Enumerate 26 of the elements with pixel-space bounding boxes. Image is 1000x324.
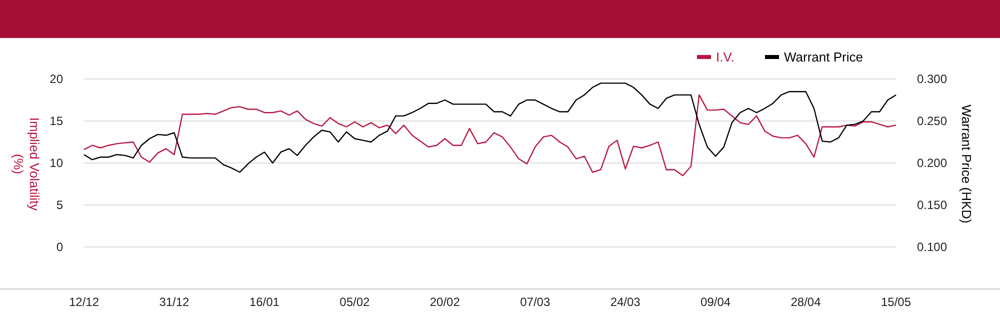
line-series — [83, 82, 897, 173]
legend-label: I.V. — [716, 50, 734, 65]
y2-tick-label: 0.200 — [917, 156, 948, 170]
y2-tick-label: 0.250 — [917, 114, 948, 128]
x-tick-label: 31/12 — [159, 295, 190, 309]
y-tick-label: 15 — [50, 114, 64, 128]
y-axis-title: Implied Volatility (%) — [11, 117, 42, 212]
x-tick-label: 09/04 — [700, 295, 731, 309]
y2-tick-label: 0.100 — [917, 240, 948, 254]
x-tick-label: 28/04 — [790, 295, 822, 309]
x-tick-label: 16/01 — [249, 295, 280, 309]
y-tick-label: 20 — [50, 72, 64, 86]
x-tick-label: 20/02 — [430, 295, 460, 309]
y2-tick-label: 0.150 — [917, 198, 948, 212]
y2-axis-title: Warrant Price (HKD) — [959, 104, 974, 224]
x-tick-label: 24/03 — [610, 295, 641, 309]
x-tick-label: 15/05 — [880, 295, 912, 309]
y-tick-label: 10 — [50, 156, 64, 170]
line-series — [83, 94, 897, 176]
x-tick-label: 05/02 — [340, 295, 370, 309]
y2-tick-label: 0.300 — [917, 72, 948, 86]
y-tick-label: 0 — [56, 240, 64, 254]
y-tick-label: 5 — [56, 198, 64, 212]
x-tick-label: 12/12 — [68, 295, 100, 309]
legend-label: Warrant Price — [784, 50, 863, 65]
x-tick-label: 07/03 — [520, 295, 550, 309]
